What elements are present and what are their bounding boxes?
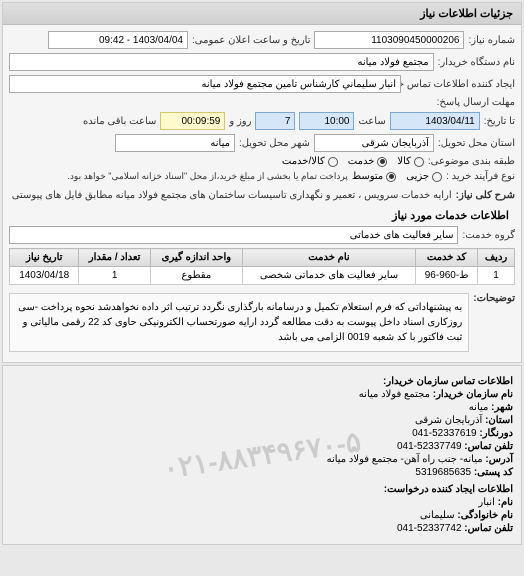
buyer-org-label: نام دستگاه خریدار: (438, 57, 515, 68)
city-label: شهر محل تحویل: (239, 138, 310, 149)
c-address: میانه- جنب راه آهن- مجتمع فولاد میانه (327, 454, 483, 465)
c-phone: 52337749-041 (397, 441, 462, 452)
days-label: روز و (229, 116, 251, 127)
deadline-label2: تا تاریخ: (484, 116, 515, 127)
need-desc-text: ارایه خدمات سرویس ، تعمیر و نگهداری تاسی… (12, 190, 452, 201)
c-province: آذربایجان شرقی (415, 415, 482, 426)
category-radio-group: کالا خدمت کالا/خدمت (282, 156, 424, 167)
category-label: طبقه بندی موضوعی: (428, 156, 515, 167)
deadline-time-field: 10:00 (299, 112, 354, 130)
c-lastname: سلیمانی (420, 510, 455, 521)
c-org: مجتمع فولاد میانه (359, 389, 430, 400)
announce-label: تاریخ و ساعت اعلان عمومی: (192, 35, 311, 46)
radio-goods[interactable]: کالا (397, 156, 424, 167)
deadline-date-field: 1403/04/11 (390, 112, 480, 130)
purchase-type-label: نوع فرآیند خرید : (446, 171, 515, 182)
c-address-label: آدرس: (485, 454, 513, 465)
radio-medium-label: متوسط (352, 171, 383, 182)
td-name: سایر فعالیت های خدماتی شخصی (242, 267, 415, 285)
c-postal-label: کد پستی: (474, 467, 513, 478)
notes-box: به پیشنهاداتی که فرم استعلام تکمیل و درس… (9, 293, 469, 352)
c-province-label: استان: (485, 415, 513, 426)
c-postal: 5319685635 (415, 467, 471, 478)
days-field: 7 (255, 112, 295, 130)
c-phone-label: تلفن تماس: (464, 441, 513, 452)
c-fax-label: دورنگار: (479, 428, 513, 439)
radio-service[interactable]: خدمت (348, 156, 388, 167)
td-index: 1 (478, 267, 515, 285)
c-name: انبار (478, 497, 494, 508)
th-unit: واحد اندازه گیری (150, 249, 242, 267)
c-city-label: شهر: (491, 402, 513, 413)
td-date: 1403/04/18 (10, 267, 79, 285)
th-name: نام خدمت (242, 249, 415, 267)
province-field: آذربایجان شرقی (314, 134, 434, 152)
buyer-org-field: مجتمع فولاد میانه (9, 53, 434, 71)
need-no-field: 1103090450000206 (314, 31, 464, 49)
city-field: میانه (115, 134, 235, 152)
th-date: تاریخ نیاز (10, 249, 79, 267)
c-org-label: نام سازمان خریدار: (433, 389, 513, 400)
radio-goods-service-label: کالا/خدمت (282, 156, 325, 167)
service-group-field: سایر فعالیت های خدماتی (9, 226, 458, 244)
creator-section-title: اطلاعات ایجاد کننده درخواست: (11, 484, 513, 495)
radio-small[interactable]: جزیی (406, 171, 442, 182)
td-code: ط-960-96 (416, 267, 478, 285)
th-qty: تعداد / مقدار (79, 249, 150, 267)
purchase-type-radio-group: جزیی متوسط (352, 171, 442, 182)
c-city: میانه (469, 402, 489, 413)
time-label-1: ساعت (358, 116, 385, 127)
th-code: کد خدمت (416, 249, 478, 267)
services-section-title: اطلاعات خدمات مورد نیاز (9, 205, 515, 226)
creator-field: انبار سلیماني کارشناس تامین مجتمع فولاد … (9, 75, 401, 93)
service-group-label: گروه خدمت: (462, 230, 515, 241)
th-index: ردیف (478, 249, 515, 267)
remain-time-field: 00:09:59 (160, 112, 225, 130)
c-lastname-label: نام خانوادگی: (457, 510, 513, 521)
radio-goods-service[interactable]: کالا/خدمت (282, 156, 338, 167)
need-desc-label: شرح کلی نیاز: (456, 190, 515, 201)
radio-goods-label: کالا (397, 156, 411, 167)
radio-service-label: خدمت (348, 156, 375, 167)
announce-field: 1403/04/04 - 09:42 (48, 31, 188, 49)
radio-medium[interactable]: متوسط (352, 171, 396, 182)
notes-label: توضیحات: (473, 289, 515, 304)
panel-title: جزئیات اطلاعات نیاز (3, 3, 521, 25)
creator-label: ایجاد کننده اطلاعات تماس خریدار (405, 79, 515, 90)
c-tel-label: تلفن تماس: (464, 523, 513, 534)
c-tel: 52337742-041 (397, 523, 462, 534)
c-name-label: نام: (498, 497, 513, 508)
services-table: ردیف کد خدمت نام خدمت واحد اندازه گیری ت… (9, 248, 515, 285)
td-qty: 1 (79, 267, 150, 285)
table-header-row: ردیف کد خدمت نام خدمت واحد اندازه گیری ت… (10, 249, 515, 267)
td-unit: مقطوع (150, 267, 242, 285)
need-no-label: شماره نیاز: (468, 35, 515, 46)
form-body: شماره نیاز: 1103090450000206 تاریخ و ساع… (3, 25, 521, 362)
radio-small-label: جزیی (406, 171, 429, 182)
details-panel: جزئیات اطلاعات نیاز شماره نیاز: 11030904… (2, 2, 522, 363)
contact-panel: ۰۲۱-۸۸۳۴۹۶۷۰-۵ اطلاعات تماس سازمان خریدا… (2, 365, 522, 545)
c-fax: 52337619-041 (412, 428, 477, 439)
province-label: استان محل تحویل: (438, 138, 515, 149)
contact-section-title: اطلاعات تماس سازمان خریدار: (11, 376, 513, 387)
remain-label: ساعت باقی مانده (83, 116, 156, 127)
table-row: 1 ط-960-96 سایر فعالیت های خدماتی شخصی م… (10, 267, 515, 285)
purchase-note: پرداخت تمام یا بخشی از مبلغ خرید،از محل … (67, 171, 347, 182)
deadline-label: مهلت ارسال پاسخ: (437, 97, 515, 108)
